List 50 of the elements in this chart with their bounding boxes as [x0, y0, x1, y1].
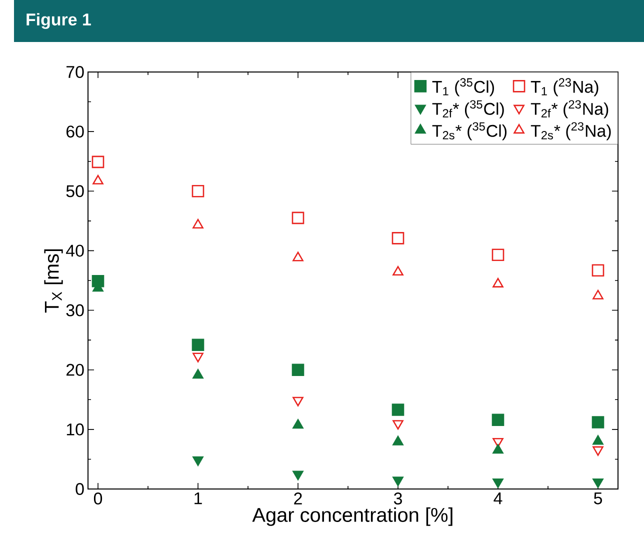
chart-title: Figure 1 — [26, 13, 91, 29]
point — [492, 248, 504, 262]
x-axis-title: Agar concentration [%] — [252, 507, 452, 526]
y-tick-label: 50 — [66, 185, 84, 198]
y-tick-label: 30 — [66, 304, 84, 316]
y-tick-label: 0 — [76, 483, 84, 495]
point — [192, 218, 204, 228]
point — [192, 338, 204, 351]
point — [92, 174, 104, 184]
y-axis-title: T$_{X}$ [ms] — [44, 249, 63, 313]
point — [292, 470, 304, 480]
y-tick-label: 70 — [66, 66, 84, 78]
legend-label: T$_{2s}$* ($^{35}$Cl) — [432, 122, 506, 140]
point — [292, 396, 304, 406]
x-tick-label: 0 — [94, 492, 102, 505]
x-tick-label: 4 — [494, 492, 502, 504]
y-tick-label: 40 — [66, 244, 84, 257]
x-tick-label: 3 — [394, 492, 402, 505]
point — [392, 476, 404, 486]
legend-label: T$_{2f}$* ($^{35}$Cl) — [432, 100, 504, 118]
x-tick-label: 5 — [594, 492, 602, 504]
point — [592, 416, 604, 428]
point — [592, 264, 604, 277]
y-tick-label: 60 — [66, 126, 84, 138]
point — [492, 478, 504, 488]
point — [192, 456, 204, 466]
point — [392, 266, 404, 276]
point — [192, 184, 204, 198]
legend-label: T$_{2s}$* ($^{23}$Na) — [530, 122, 611, 140]
point — [592, 478, 604, 488]
point — [392, 232, 404, 244]
point — [392, 404, 404, 416]
point — [592, 290, 604, 300]
point — [192, 352, 204, 362]
y-tick-label: 20 — [66, 364, 84, 376]
x-tick-label: 1 — [194, 492, 202, 504]
y-tick-label: 10 — [66, 423, 84, 436]
point — [492, 278, 504, 288]
point — [492, 438, 504, 448]
point — [492, 414, 504, 426]
x-tick-label: 2 — [294, 492, 302, 504]
point — [292, 252, 304, 262]
legend-label: T$_{1}$ ($^{35}$Cl) — [432, 78, 494, 96]
point — [292, 212, 304, 224]
point — [592, 446, 604, 456]
legend-label: T$_{1}$ ($^{23}$Na) — [530, 78, 598, 96]
point — [292, 364, 304, 376]
point — [392, 420, 404, 430]
point — [92, 156, 104, 168]
legend-label: T$_{2f}$* ($^{23}$Na) — [530, 100, 608, 118]
